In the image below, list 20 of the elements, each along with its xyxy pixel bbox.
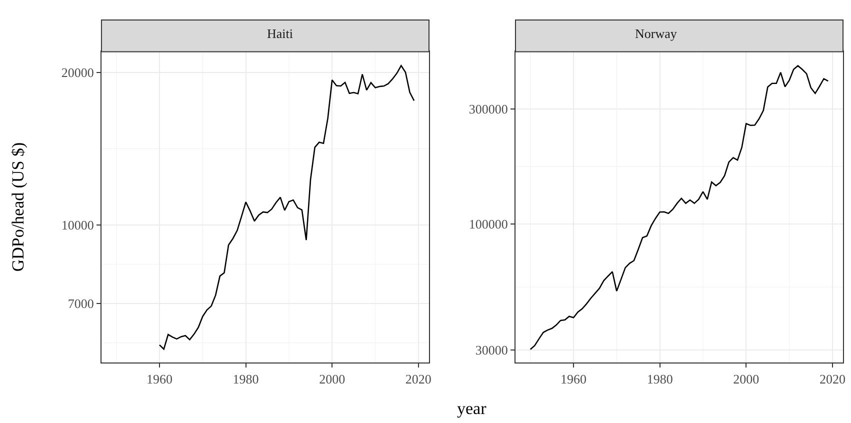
x-tick-label: 2000 — [319, 371, 346, 386]
x-tick-label: 1980 — [646, 371, 673, 386]
x-axis-title: year — [457, 399, 487, 418]
y-axis-title: GDPo/head (US $) — [8, 142, 28, 272]
x-tick-label: 2020 — [405, 371, 432, 386]
y-tick-label: 10000 — [61, 218, 94, 233]
x-tick-label: 2000 — [733, 371, 760, 386]
y-tick-label: 30000 — [475, 342, 508, 358]
y-tick-label: 100000 — [468, 216, 508, 232]
x-tick-label: 1960 — [560, 371, 587, 386]
y-tick-label: 7000 — [68, 296, 94, 312]
line-series — [158, 65, 415, 350]
x-tick-label: 1960 — [146, 371, 172, 386]
y-tick-label: 300000 — [468, 102, 508, 117]
chart-title: Haiti — [267, 26, 294, 41]
x-tick-label: 2020 — [819, 371, 846, 386]
line-series — [530, 65, 829, 350]
chart-title: Norway — [635, 26, 678, 41]
x-tick-label: 1980 — [232, 371, 259, 386]
y-tick-label: 20000 — [61, 64, 94, 80]
